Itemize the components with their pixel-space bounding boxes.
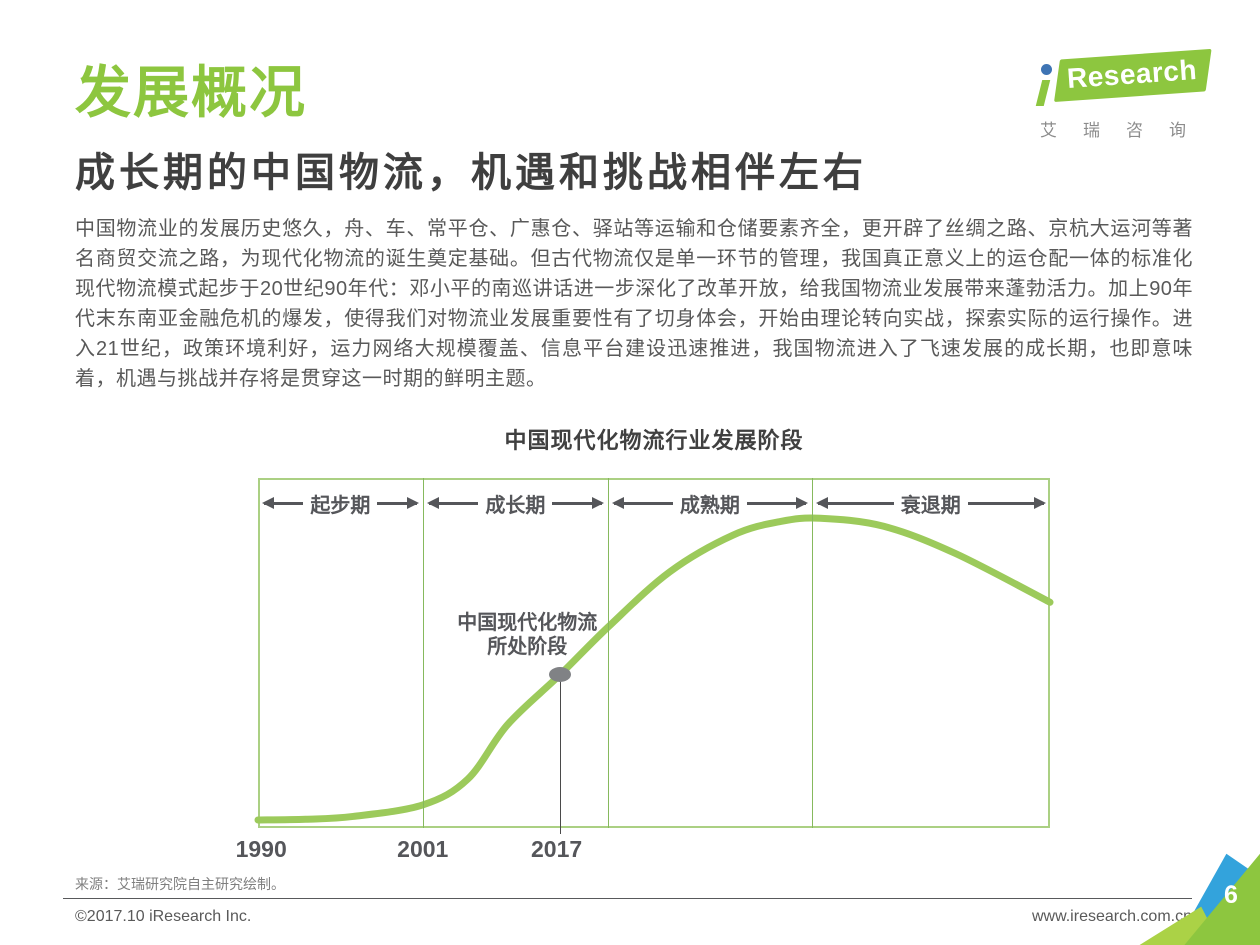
footer-divider (63, 898, 1192, 899)
logo-green-banner: Research (1054, 48, 1212, 102)
arrow-left-icon (815, 497, 894, 509)
arrowhead-left-icon (262, 497, 274, 509)
chart-title: 中国现代化物流行业发展阶段 (504, 428, 804, 453)
chart-area: 中国现代化物流 所处阶段 起步期 成长期 成熟期 衰退期 1990 2001 2017 (236, 478, 1054, 862)
x-axis-tick-label: 2001 (397, 836, 449, 862)
stage-header-1: 起步期 (258, 491, 423, 517)
curve-annotation-line2: 所处阶段 (487, 636, 568, 658)
page-number: 6 (1224, 881, 1238, 909)
stage-header-4: 衰退期 (812, 491, 1050, 517)
arrow-left-icon (262, 497, 304, 509)
arrowhead-left-icon (426, 497, 439, 509)
stage-header-3: 成熟期 (608, 491, 812, 517)
arrow-right-icon (746, 497, 808, 509)
arrow-left-icon (612, 497, 673, 509)
stage-divider (422, 478, 424, 828)
stage-label: 成长期 (485, 494, 546, 517)
stage-header-2: 成长期 (423, 491, 608, 517)
curve-annotation-line1: 中国现代化物流 (457, 612, 598, 634)
page-subtitle: 成长期的中国物流，机遇和挑战相伴左右 (75, 151, 867, 195)
logo-i-stem-icon (1035, 80, 1051, 106)
logo-brand-text: Research (1065, 53, 1198, 94)
arrowhead-left-icon (815, 497, 828, 509)
current-stage-marker (548, 667, 571, 683)
website-url: www.iresearch.com.cn (1031, 908, 1192, 925)
stage-label: 衰退期 (900, 494, 961, 517)
arrow-right-icon (377, 497, 419, 509)
arrow-right-icon (552, 497, 605, 509)
copyright-text: ©2017.10 iResearch Inc. (75, 908, 252, 925)
chart-frame (258, 478, 1050, 828)
arrowhead-right-icon (592, 497, 605, 509)
stage-label: 成熟期 (679, 494, 740, 517)
logo-chinese-name: 艾瑞咨询 (1040, 121, 1212, 140)
stage-divider (608, 478, 610, 828)
corner-decoration: 6 (1120, 825, 1260, 945)
logo-wordmark: Research (1034, 48, 1212, 110)
arrowhead-left-icon (612, 497, 625, 509)
source-note: 来源：艾瑞研究院自主研究绘制。 (75, 876, 285, 892)
arrowhead-right-icon (1034, 497, 1046, 509)
body-paragraph: 中国物流业的发展历史悠久，舟、车、常平仓、广惠仓、驿站等运输和仓储要素齐全，更开… (75, 218, 1193, 390)
section-title: 发展概况 (75, 61, 307, 124)
arrow-right-icon (967, 497, 1046, 509)
arrow-left-icon (426, 497, 479, 509)
arrowhead-right-icon (406, 497, 419, 509)
stage-divider (811, 478, 813, 828)
stage-label: 起步期 (310, 494, 371, 517)
lifecycle-curve-path (254, 514, 1054, 824)
x-axis-tick-label: 2017 (530, 836, 583, 862)
logo-i-dot-icon (1041, 64, 1052, 75)
arrowhead-right-icon (795, 497, 808, 509)
curve-annotation: 中国现代化物流 所处阶段 (457, 611, 597, 659)
marker-drop-line (559, 675, 561, 834)
lifecycle-curve (254, 514, 1054, 824)
logo-letter-i-icon (1035, 64, 1052, 108)
x-axis-tick-label: 1990 (235, 836, 287, 862)
iresearch-logo: Research 艾瑞咨询 (1034, 48, 1212, 141)
